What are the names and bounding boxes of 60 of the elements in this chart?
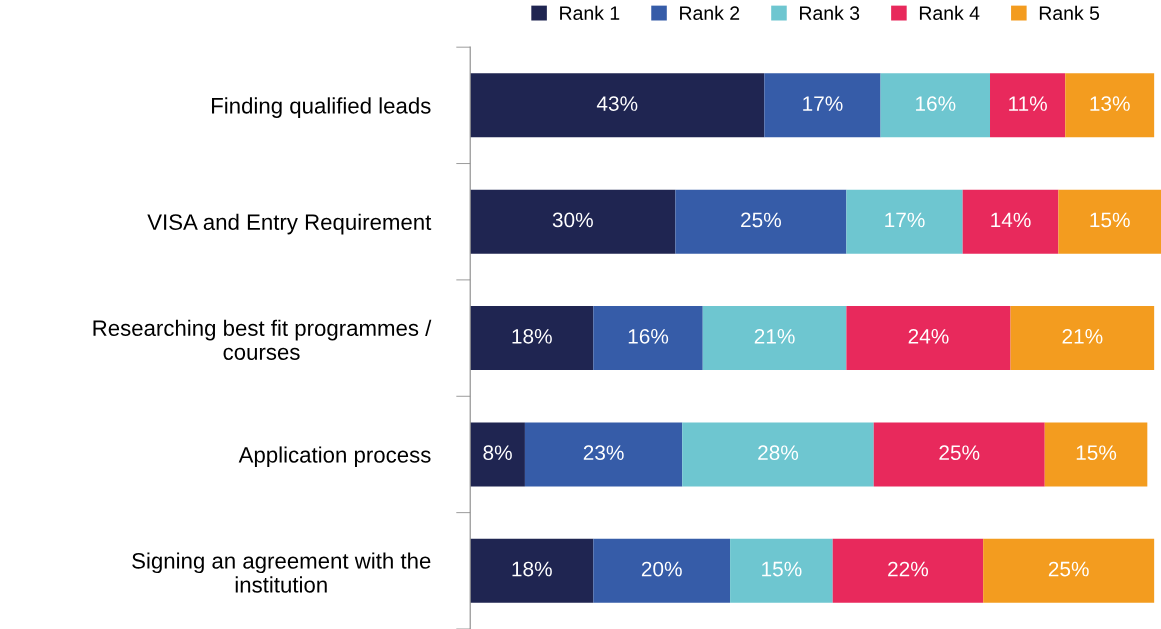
data-label: 15% <box>762 561 802 577</box>
data-label: 16% <box>628 328 669 344</box>
bar <box>1044 422 1148 487</box>
data-label: 8% <box>483 445 512 461</box>
bar <box>470 73 765 138</box>
data-label: 14% <box>991 212 1031 228</box>
bar <box>846 189 963 254</box>
bar <box>1065 73 1155 138</box>
data-label: 18% <box>512 561 552 577</box>
bar <box>873 422 1045 487</box>
data-label: 15% <box>1090 212 1130 228</box>
bar <box>675 189 847 254</box>
y-tick-label: Signing an agreement with the institution <box>132 552 431 593</box>
data-label: 21% <box>754 328 795 344</box>
data-label: 25% <box>939 445 980 461</box>
legend-label: Rank 5 <box>1039 5 1100 21</box>
data-label: 11% <box>1009 96 1047 111</box>
data-label: 25% <box>741 212 781 228</box>
data-label: 22% <box>888 561 929 577</box>
bar <box>846 306 1011 371</box>
bar <box>593 538 731 603</box>
data-label: 18% <box>512 328 552 344</box>
data-label: 30% <box>552 212 593 228</box>
bar <box>764 73 881 138</box>
data-label: 17% <box>803 96 843 111</box>
legend-label: Rank 1 <box>560 5 620 21</box>
bar <box>524 422 683 487</box>
bar <box>470 189 676 254</box>
data-label: 25% <box>1048 561 1089 577</box>
y-tick-label: Application process <box>238 446 431 468</box>
legend-label: Rank 4 <box>919 5 980 21</box>
data-label: 21% <box>1062 328 1103 344</box>
data-label: 24% <box>908 328 949 344</box>
data-label: 17% <box>885 212 925 228</box>
bar <box>470 422 525 487</box>
bar <box>730 538 833 603</box>
bar <box>470 538 594 603</box>
bar <box>983 538 1155 603</box>
y-tick-label: Finding qualified leads <box>212 97 431 119</box>
y-tick-label: Researching best fit programmes / courses <box>93 319 432 360</box>
bar <box>682 422 874 487</box>
bar <box>832 538 984 603</box>
bar <box>880 73 991 138</box>
bar <box>962 189 1059 254</box>
data-label: 43% <box>596 96 638 111</box>
bar <box>990 73 1066 138</box>
bar <box>1058 189 1161 254</box>
bar <box>1010 306 1155 371</box>
legend-label: Rank 2 <box>680 5 740 21</box>
data-label: 15% <box>1076 445 1117 461</box>
bar <box>702 306 847 371</box>
legend-label: Rank 3 <box>800 5 860 21</box>
y-tick-label: VISA and Entry Requirement <box>147 213 432 235</box>
data-label: 23% <box>583 445 624 461</box>
data-label: 13% <box>1090 96 1130 111</box>
data-label: 20% <box>641 561 682 577</box>
data-label: 28% <box>758 445 799 461</box>
data-label: 16% <box>916 96 956 111</box>
bar <box>593 306 703 371</box>
bar <box>470 306 594 371</box>
